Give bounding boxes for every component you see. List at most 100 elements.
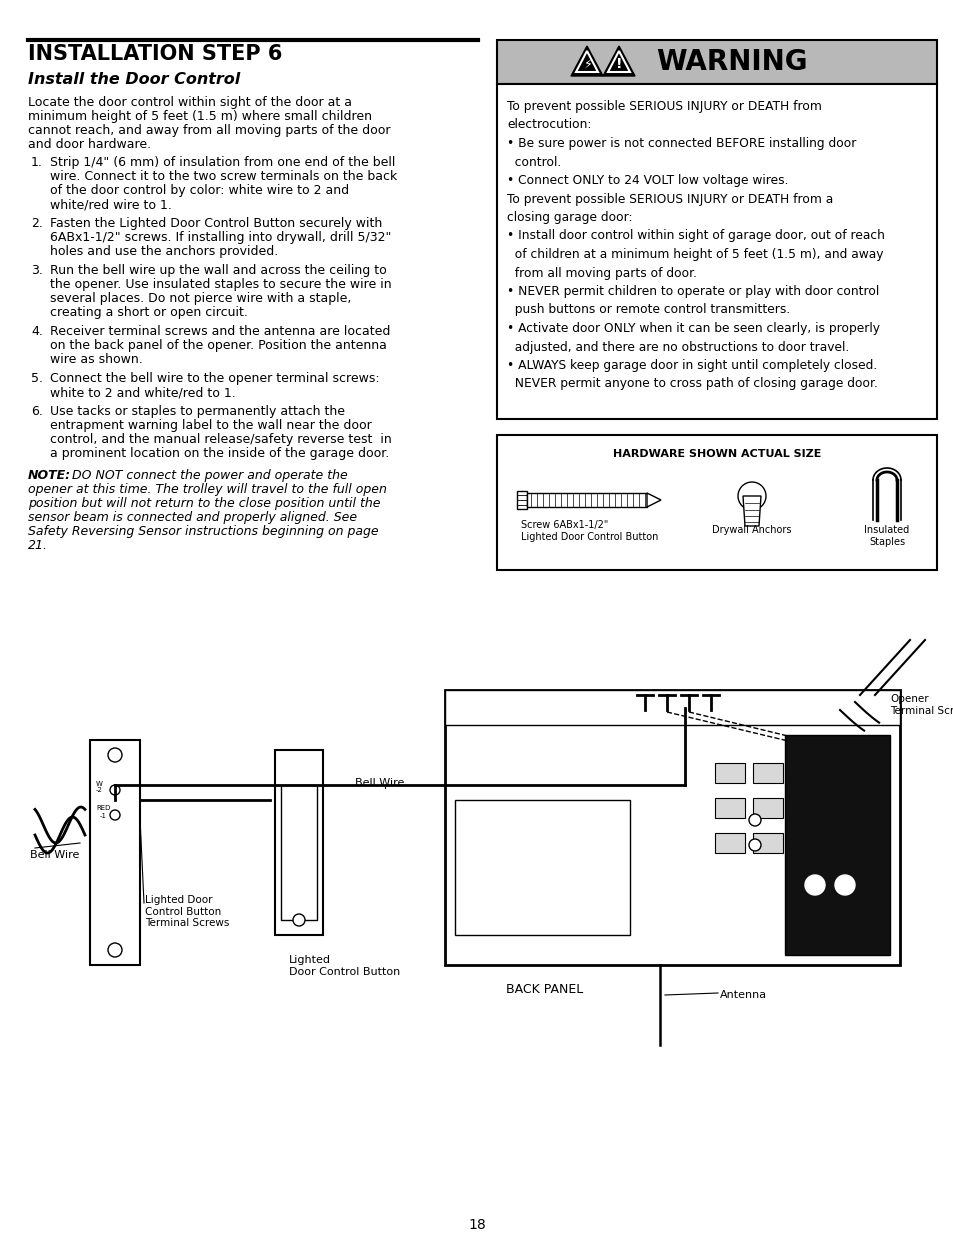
Bar (517, 492, 526, 509)
Circle shape (108, 944, 122, 957)
Circle shape (293, 914, 305, 926)
Text: NOTE:: NOTE: (28, 469, 71, 482)
Text: electrocution:: electrocution: (506, 119, 591, 131)
Bar (526, 493, 646, 508)
Polygon shape (742, 496, 760, 526)
Text: HARDWARE SHOWN ACTUAL SIZE: HARDWARE SHOWN ACTUAL SIZE (612, 450, 821, 459)
Polygon shape (607, 51, 629, 72)
Text: cannot reach, and away from all moving parts of the door: cannot reach, and away from all moving p… (28, 124, 390, 137)
Bar (90, 740, 140, 965)
Text: several places. Do not pierce wire with a staple,: several places. Do not pierce wire with … (50, 291, 351, 305)
Text: INSTALLATION STEP 6: INSTALLATION STEP 6 (28, 44, 282, 64)
Text: 3.: 3. (30, 264, 43, 277)
Text: adjusted, and there are no obstructions to door travel.: adjusted, and there are no obstructions … (506, 341, 848, 353)
Circle shape (804, 876, 824, 895)
Bar (497, 84, 936, 419)
Text: Antenna: Antenna (720, 990, 766, 1000)
Bar (455, 800, 629, 935)
Text: 6ABx1-1/2" screws. If installing into drywall, drill 5/32": 6ABx1-1/2" screws. If installing into dr… (50, 231, 391, 245)
Bar (714, 832, 744, 853)
Text: 2.: 2. (30, 217, 43, 230)
Text: Screw 6ABx1-1/2"
Lighted Door Control Button: Screw 6ABx1-1/2" Lighted Door Control Bu… (520, 520, 658, 542)
Text: opener at this time. The trolley will travel to the full open: opener at this time. The trolley will tr… (28, 483, 387, 496)
Text: of the door control by color: white wire to 2 and: of the door control by color: white wire… (50, 184, 349, 198)
Circle shape (108, 748, 122, 762)
Text: Lighted
Door Control Button: Lighted Door Control Button (289, 955, 400, 977)
Text: Fasten the Lighted Door Control Button securely with: Fasten the Lighted Door Control Button s… (50, 217, 382, 230)
Bar (444, 690, 899, 965)
Text: • NEVER permit children to operate or play with door control: • NEVER permit children to operate or pl… (506, 285, 879, 298)
Text: To prevent possible SERIOUS INJURY or DEATH from a: To prevent possible SERIOUS INJURY or DE… (506, 193, 832, 205)
Text: • Activate door ONLY when it can be seen clearly, is properly: • Activate door ONLY when it can be seen… (506, 322, 879, 335)
Circle shape (110, 810, 120, 820)
Text: 5.: 5. (30, 372, 43, 385)
Bar (281, 785, 316, 920)
Text: WARNING: WARNING (656, 48, 807, 77)
Text: • Connect ONLY to 24 VOLT low voltage wires.: • Connect ONLY to 24 VOLT low voltage wi… (506, 174, 788, 186)
Text: sensor beam is connected and properly aligned. See: sensor beam is connected and properly al… (28, 511, 356, 524)
Text: Bell Wire: Bell Wire (355, 778, 404, 788)
Text: DO NOT connect the power and operate the: DO NOT connect the power and operate the (68, 469, 348, 482)
Text: ⚡: ⚡ (583, 58, 592, 70)
Bar (784, 735, 889, 955)
Text: push buttons or remote control transmitters.: push buttons or remote control transmitt… (506, 304, 789, 316)
Text: Drywall Anchors: Drywall Anchors (712, 525, 791, 535)
Text: • ALWAYS keep garage door in sight until completely closed.: • ALWAYS keep garage door in sight until… (506, 359, 877, 372)
Text: • Install door control within sight of garage door, out of reach: • Install door control within sight of g… (506, 230, 884, 242)
Text: on the back panel of the opener. Position the antenna: on the back panel of the opener. Positio… (50, 338, 387, 352)
Text: NEVER permit anyone to cross path of closing garage door.: NEVER permit anyone to cross path of clo… (506, 378, 877, 390)
Text: entrapment warning label to the wall near the door: entrapment warning label to the wall nea… (50, 419, 372, 432)
Text: 1.: 1. (30, 156, 43, 169)
Text: Run the bell wire up the wall and across the ceiling to: Run the bell wire up the wall and across… (50, 264, 386, 277)
Circle shape (748, 839, 760, 851)
Bar (444, 690, 899, 725)
Circle shape (834, 876, 854, 895)
Bar (790, 832, 821, 853)
Text: a prominent location on the inside of the garage door.: a prominent location on the inside of th… (50, 447, 389, 459)
Text: 4.: 4. (30, 325, 43, 338)
Circle shape (738, 482, 765, 510)
Text: Strip 1/4" (6 mm) of insulation from one end of the bell: Strip 1/4" (6 mm) of insulation from one… (50, 156, 395, 169)
Polygon shape (602, 46, 635, 77)
Text: • Be sure power is not connected BEFORE installing door: • Be sure power is not connected BEFORE … (506, 137, 856, 149)
Bar (752, 798, 782, 818)
Text: 21.: 21. (28, 538, 48, 552)
Text: Install the Door Control: Install the Door Control (28, 72, 240, 86)
Polygon shape (646, 493, 660, 508)
Text: control.: control. (506, 156, 560, 168)
Text: holes and use the anchors provided.: holes and use the anchors provided. (50, 245, 278, 258)
Text: 18: 18 (468, 1218, 485, 1233)
Text: creating a short or open circuit.: creating a short or open circuit. (50, 306, 248, 319)
Text: closing garage door:: closing garage door: (506, 211, 632, 224)
Text: Locate the door control within sight of the door at a: Locate the door control within sight of … (28, 96, 352, 109)
Text: and door hardware.: and door hardware. (28, 138, 151, 151)
Bar (752, 763, 782, 783)
Bar (752, 832, 782, 853)
Bar (790, 798, 821, 818)
Text: position but will not return to the close position until the: position but will not return to the clos… (28, 496, 380, 510)
Text: white/red wire to 1.: white/red wire to 1. (50, 198, 172, 211)
Text: Safety Reversing Sensor instructions beginning on page: Safety Reversing Sensor instructions beg… (28, 525, 378, 538)
Text: of children at a minimum height of 5 feet (1.5 m), and away: of children at a minimum height of 5 fee… (506, 248, 882, 261)
Text: Insulated
Staples: Insulated Staples (863, 525, 908, 547)
Text: W
-2: W -2 (96, 781, 103, 794)
Bar (274, 750, 323, 935)
Bar (497, 435, 936, 571)
Text: white to 2 and white/red to 1.: white to 2 and white/red to 1. (50, 387, 235, 399)
Polygon shape (571, 46, 602, 77)
Text: Receiver terminal screws and the antenna are located: Receiver terminal screws and the antenna… (50, 325, 390, 338)
Text: the opener. Use insulated staples to secure the wire in: the opener. Use insulated staples to sec… (50, 278, 392, 291)
Bar (714, 763, 744, 783)
Text: To prevent possible SERIOUS INJURY or DEATH from: To prevent possible SERIOUS INJURY or DE… (506, 100, 821, 112)
Text: 6.: 6. (30, 405, 43, 417)
Text: !: ! (615, 57, 621, 70)
Bar (790, 763, 821, 783)
Text: Use tacks or staples to permanently attach the: Use tacks or staples to permanently atta… (50, 405, 345, 417)
Polygon shape (576, 51, 598, 72)
Text: Opener
Terminal Screws: Opener Terminal Screws (889, 694, 953, 716)
Text: Bell Wire: Bell Wire (30, 850, 79, 860)
Text: minimum height of 5 feet (1.5 m) where small children: minimum height of 5 feet (1.5 m) where s… (28, 110, 372, 124)
Text: Connect the bell wire to the opener terminal screws:: Connect the bell wire to the opener term… (50, 372, 379, 385)
Bar (497, 40, 936, 84)
Text: RED
-1: RED -1 (96, 805, 111, 819)
